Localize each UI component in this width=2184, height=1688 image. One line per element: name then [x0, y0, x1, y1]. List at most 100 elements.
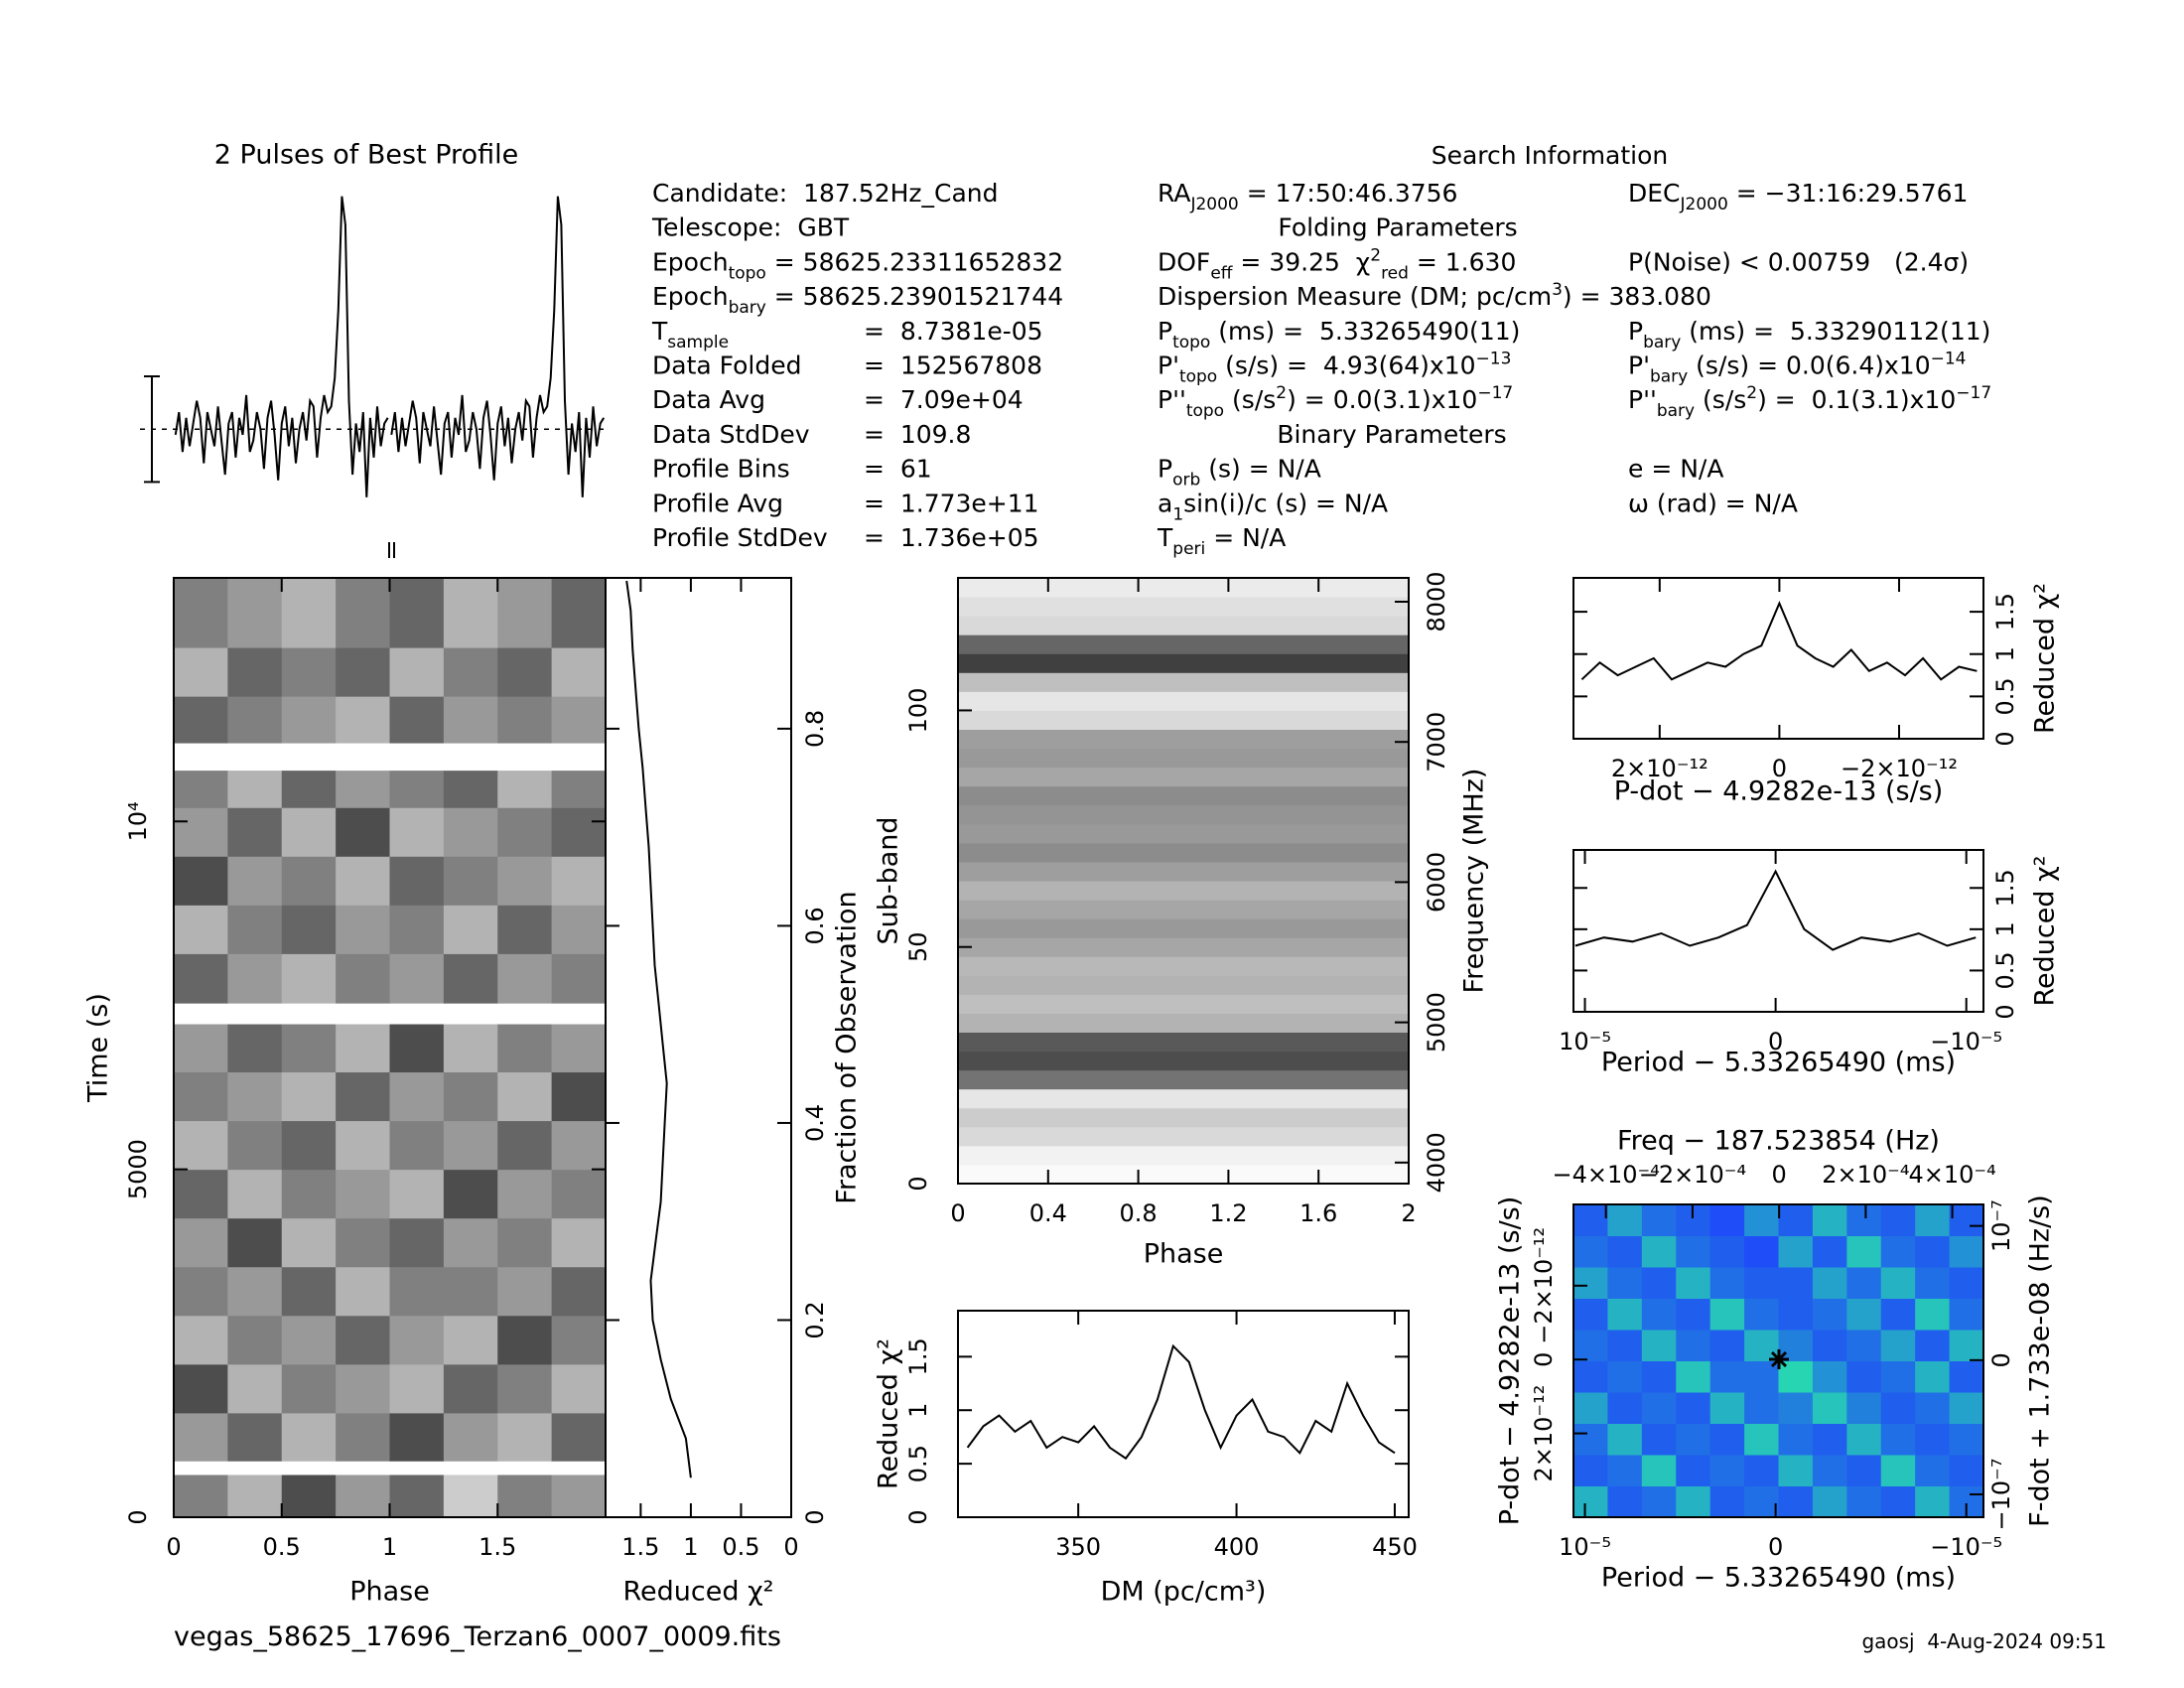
heat-cell — [1880, 1485, 1916, 1518]
heat-cell — [1812, 1455, 1847, 1486]
info-text: P(Noise) < 0.00759 (2.4σ) — [1628, 247, 1969, 276]
info-value: = 1.773e+11 — [864, 489, 1039, 517]
heat-cell — [958, 1126, 1410, 1147]
heat-cell — [1778, 1204, 1814, 1236]
y-tick-label: 0 — [904, 1176, 932, 1191]
section-title: Binary Parameters — [1277, 420, 1506, 449]
info-sup: −17 — [1956, 383, 1991, 403]
info-sub: topo — [1179, 367, 1217, 387]
heat-cell — [1607, 1455, 1643, 1486]
y-tick-label: 1.5 — [1991, 593, 2019, 631]
plot-frame — [1572, 849, 1984, 1013]
heat-cell — [1812, 1360, 1847, 1393]
y2-tick-label: 10⁻⁷ — [1987, 1199, 2015, 1252]
heat-cell — [958, 1088, 1410, 1109]
info-text: a1sin(i)/c (s) = N/A — [1158, 489, 1388, 524]
heat-cell — [958, 729, 1410, 750]
x2-tick-label: −2×10⁻⁴ — [1639, 1161, 1746, 1189]
plot-frame — [605, 577, 792, 1518]
heat-cell — [497, 647, 553, 697]
x-axis-label: P-dot − 4.9282e-13 (s/s) — [1614, 776, 1944, 807]
heat-cell — [281, 647, 337, 697]
info-text: Profile Avg — [652, 489, 783, 517]
info-text: P''topo (s/s2) = 0.0(3.1)x10−17 — [1158, 383, 1513, 421]
x-tick-label: 1.5 — [621, 1533, 659, 1561]
heat-cell — [227, 771, 283, 808]
heat-cell — [1709, 1455, 1745, 1486]
info-run: = 58625.23311652832 — [766, 247, 1063, 276]
heat-cell — [389, 1266, 445, 1317]
heat-cell — [551, 1412, 607, 1462]
y-axis-label: Reduced χ² — [2030, 855, 2061, 1006]
heat-cell — [551, 1120, 607, 1171]
heat-cell — [281, 1412, 337, 1462]
info-run: e = N/A — [1628, 455, 1723, 484]
heat-cell — [227, 1024, 283, 1073]
heat-cell — [551, 905, 607, 954]
heat-cell — [174, 1475, 228, 1518]
info-run: (s/s — [1224, 385, 1276, 414]
heat-cell — [551, 1071, 607, 1122]
info-run: a — [1158, 489, 1172, 517]
heat-cell — [497, 1412, 553, 1462]
y-tick-label: 0.5 — [1991, 951, 2019, 989]
x-axis-label: Phase — [349, 1577, 430, 1608]
heat-cell — [174, 807, 228, 857]
heat-cell — [443, 1120, 498, 1171]
info-run: P(Noise) < 0.00759 (2.4σ) — [1628, 247, 1969, 276]
y2-tick-label: 6000 — [1423, 852, 1450, 913]
heat-cell — [389, 696, 445, 744]
heat-cell — [227, 1363, 283, 1414]
curve — [625, 580, 692, 1478]
info-run: P' — [1158, 352, 1179, 380]
info-run: Telescope: GBT — [651, 213, 850, 242]
heat-cell — [389, 1024, 445, 1073]
y-tick-label: 0 — [1991, 731, 2019, 746]
heat-cell — [1607, 1485, 1643, 1518]
heat-cell — [958, 975, 1410, 995]
heat-cell — [1573, 1360, 1608, 1393]
x-tick-label: 2 — [1401, 1199, 1416, 1227]
heat-cell — [1676, 1330, 1711, 1361]
heat-cell — [551, 1217, 607, 1268]
y-tick-label: 0.2 — [801, 1301, 829, 1338]
info-sub: topo — [1172, 333, 1210, 352]
y-tick-label: 0 — [124, 1509, 152, 1524]
heat-cell — [443, 1071, 498, 1122]
heat-cell — [497, 953, 553, 1004]
heat-cell — [1573, 1267, 1608, 1299]
info-run: DEC — [1628, 179, 1681, 208]
heat-cell — [1949, 1235, 1984, 1268]
heat-cell — [497, 1315, 553, 1365]
heat-cell — [1744, 1423, 1779, 1456]
y-tick-label: 1.5 — [904, 1337, 932, 1375]
heat-cell — [1846, 1392, 1882, 1424]
y-tick-label: 1 — [904, 1403, 932, 1418]
info-run: sin(i)/c (s) = N/A — [1183, 489, 1388, 517]
info-run: ) = 0.0(3.1)x10 — [1287, 385, 1477, 414]
heat-cell — [1641, 1455, 1677, 1486]
info-text: Epochbary = 58625.23901521744 — [652, 282, 1063, 318]
heat-cell — [227, 1315, 283, 1365]
heat-cell — [497, 1217, 553, 1268]
info-text: RAJ2000 = 17:50:46.3756 — [1158, 179, 1457, 214]
heat-cell — [336, 905, 390, 954]
heat-cell — [551, 1169, 607, 1219]
info-sub: bary — [1657, 401, 1695, 421]
y-tick-label: 0.5 — [904, 1445, 932, 1482]
info-sub: orb — [1172, 471, 1200, 491]
heat-cell — [389, 905, 445, 954]
info-text: Porb (s) = N/A — [1158, 455, 1321, 491]
heat-cell — [174, 1120, 228, 1171]
heat-cell — [389, 1363, 445, 1414]
heat-cell — [1709, 1392, 1745, 1424]
heat-cell — [497, 1266, 553, 1317]
heat-cell — [497, 1071, 553, 1122]
x-tick-label: 1.2 — [1209, 1199, 1247, 1227]
info-sup: −17 — [1477, 383, 1513, 403]
info-run: (s/s — [1695, 385, 1746, 414]
heat-cell — [281, 1024, 337, 1073]
heat-cell — [336, 1217, 390, 1268]
best-marker — [1770, 1350, 1788, 1368]
